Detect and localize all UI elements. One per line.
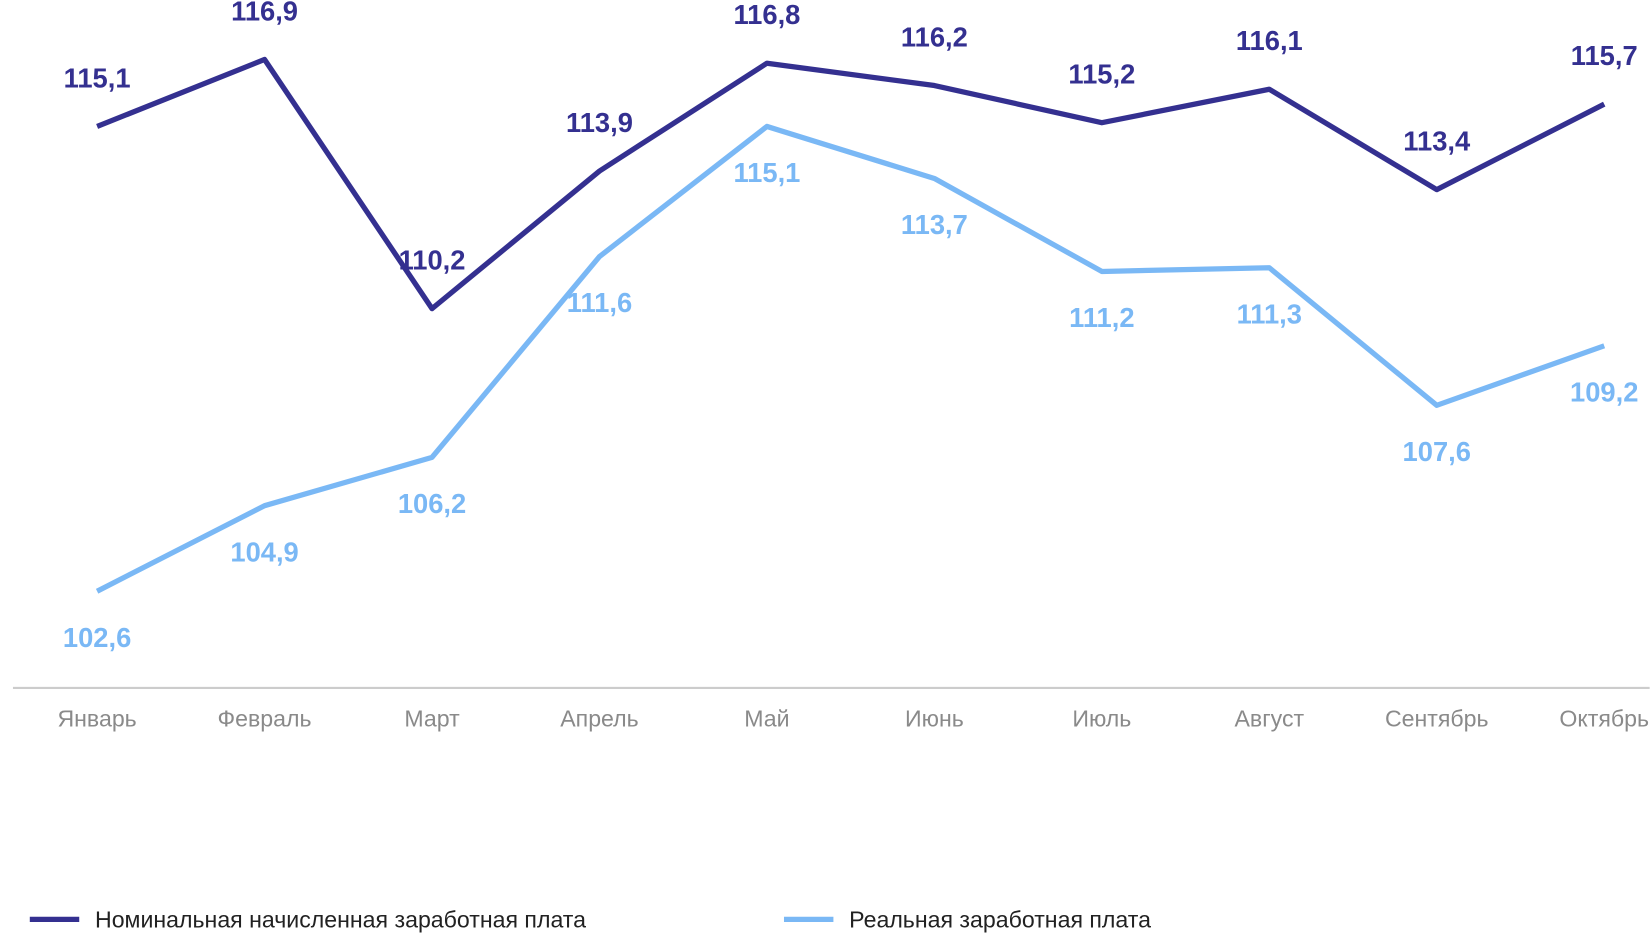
data-label: 109,2 — [1570, 376, 1638, 407]
legend-label: Реальная заработная плата — [849, 907, 1151, 933]
x-tick-label: Май — [744, 706, 789, 732]
data-label: 116,8 — [733, 0, 800, 30]
x-tick-label: Июль — [1072, 706, 1131, 732]
legend-label: Номинальная начисленная заработная плата — [95, 907, 586, 933]
data-label: 111,2 — [1069, 302, 1134, 333]
data-label: 104,9 — [230, 536, 298, 567]
data-label: 102,6 — [63, 622, 131, 653]
x-tick-label: Сентябрь — [1385, 706, 1489, 732]
x-tick-label: Август — [1235, 706, 1305, 732]
series-line — [95, 123, 1606, 594]
data-label: 107,6 — [1403, 436, 1471, 467]
x-tick-label: Февраль — [218, 706, 312, 732]
series-line — [96, 56, 1606, 312]
data-label: 116,1 — [1236, 25, 1303, 56]
x-tick-label: Апрель — [560, 706, 638, 732]
data-label: 115,1 — [64, 62, 131, 93]
data-label: 115,2 — [1068, 59, 1135, 90]
data-label: 111,3 — [1237, 298, 1302, 329]
data-label: 115,1 — [733, 157, 800, 188]
data-label: 113,7 — [901, 209, 968, 240]
x-tick-label: Январь — [57, 706, 136, 732]
data-label: 113,4 — [1403, 126, 1471, 157]
data-label: 106,2 — [398, 488, 466, 519]
x-tick-label: Март — [404, 706, 460, 732]
data-label: 113,9 — [566, 107, 633, 138]
data-label: 116,2 — [901, 21, 968, 52]
data-label: 116,9 — [231, 0, 298, 26]
data-label: 111,6 — [567, 287, 632, 318]
data-label: 115,7 — [1571, 40, 1638, 71]
data-label: 110,2 — [399, 245, 466, 276]
x-tick-label: Октябрь — [1559, 706, 1649, 732]
x-tick-label: Июнь — [905, 706, 964, 732]
